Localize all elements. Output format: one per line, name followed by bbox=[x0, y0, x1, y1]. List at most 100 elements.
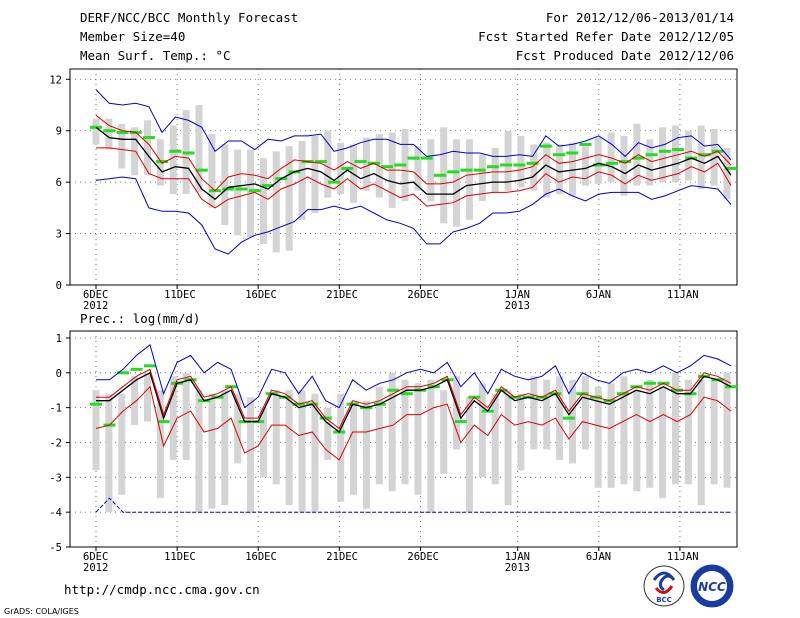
climate-mark bbox=[314, 160, 327, 164]
climate-mark bbox=[116, 130, 129, 134]
y-tick-label: -2 bbox=[49, 437, 62, 449]
climate-mark bbox=[156, 160, 169, 164]
ensemble-box bbox=[414, 146, 422, 191]
y-tick-label: 0 bbox=[56, 280, 62, 292]
ensemble-box bbox=[517, 393, 525, 471]
bcc-logo-text: BCC bbox=[656, 596, 672, 604]
series-min bbox=[95, 497, 731, 513]
ensemble-box bbox=[337, 142, 345, 195]
climate-mark bbox=[592, 163, 605, 167]
source-url[interactable]: http://cmdp.ncc.cma.gov.cn bbox=[64, 582, 260, 597]
x-tick-label: 26DEC bbox=[407, 289, 439, 301]
ensemble-box bbox=[465, 397, 473, 513]
x-tick-label: 11DEC bbox=[164, 289, 196, 301]
ensemble-box bbox=[453, 376, 461, 450]
x-tick-sublabel: 2013 bbox=[505, 300, 530, 312]
ncc-logo-text: NCC bbox=[698, 580, 726, 594]
series-ensemble-mean bbox=[96, 371, 732, 434]
ensemble-box bbox=[375, 386, 383, 485]
ensemble-box bbox=[710, 129, 718, 186]
climate-mark bbox=[248, 189, 261, 193]
x-tick-label: 11DEC bbox=[164, 551, 196, 563]
climate-mark bbox=[328, 180, 341, 184]
bcc-logo: BCC bbox=[643, 565, 685, 607]
climate-mark bbox=[400, 392, 413, 396]
climate-mark bbox=[90, 125, 102, 129]
x-tick-label: 21DEC bbox=[326, 551, 358, 563]
ensemble-box bbox=[195, 105, 203, 193]
ensemble-box bbox=[633, 390, 641, 492]
climate-mark bbox=[354, 160, 367, 164]
ensemble-box bbox=[144, 372, 152, 422]
climate-mark bbox=[539, 144, 552, 148]
x-tick-label: 11JAN bbox=[667, 289, 699, 301]
climate-mark bbox=[130, 367, 143, 371]
ensemble-box bbox=[491, 147, 499, 193]
ensemble-box bbox=[568, 142, 576, 196]
climate-mark bbox=[725, 166, 737, 170]
x-tick-label: 11JAN bbox=[667, 551, 699, 563]
climate-mark bbox=[117, 371, 130, 375]
series-mean-spread bbox=[96, 368, 732, 430]
forecast-range: For 2012/12/06-2013/01/14 bbox=[546, 10, 734, 25]
ensemble-box bbox=[298, 390, 306, 513]
x-tick-sublabel: 2012 bbox=[83, 300, 108, 312]
ensemble-box bbox=[697, 379, 705, 506]
climate-mark bbox=[460, 168, 473, 172]
x-tick-label: 1JAN bbox=[505, 551, 530, 563]
climate-mark bbox=[605, 161, 618, 165]
climate-mark bbox=[182, 151, 195, 155]
ensemble-box bbox=[684, 379, 692, 485]
ensemble-box bbox=[659, 127, 667, 183]
climate-mark bbox=[387, 388, 400, 392]
climate-mark bbox=[698, 153, 711, 157]
ensemble-box bbox=[504, 390, 512, 506]
ensemble-box bbox=[427, 139, 435, 201]
climate-mark bbox=[394, 163, 407, 167]
climate-mark bbox=[157, 420, 170, 424]
ensemble-box bbox=[723, 147, 731, 200]
ensemble-box bbox=[478, 154, 486, 201]
ensemble-box bbox=[234, 149, 242, 236]
ensemble-box bbox=[414, 383, 422, 495]
series-mean-spread bbox=[95, 385, 732, 461]
ensemble-box bbox=[362, 400, 370, 509]
ensemble-box bbox=[556, 376, 564, 460]
ensemble-box bbox=[543, 379, 551, 450]
ensemble-box bbox=[530, 144, 538, 191]
ensemble-box bbox=[671, 372, 679, 485]
y-tick-label: 6 bbox=[56, 177, 62, 189]
climate-mark bbox=[222, 187, 235, 191]
ensemble-box bbox=[710, 379, 718, 485]
ensemble-box bbox=[144, 120, 152, 176]
ensemble-box bbox=[221, 144, 229, 225]
ensemble-box bbox=[337, 393, 345, 502]
ensemble-box bbox=[671, 125, 679, 183]
ensemble-box bbox=[195, 390, 203, 513]
climate-mark bbox=[579, 142, 592, 146]
climate-mark bbox=[513, 163, 526, 167]
ensemble-box bbox=[568, 379, 576, 464]
ensemble-box bbox=[659, 386, 667, 499]
climate-mark bbox=[261, 184, 274, 188]
ensemble-box bbox=[169, 376, 177, 460]
ensemble-box bbox=[453, 139, 461, 227]
ensemble-box bbox=[388, 372, 396, 492]
x-tick-label: 6JAN bbox=[586, 551, 611, 563]
ensemble-box bbox=[259, 158, 267, 244]
climate-mark bbox=[672, 148, 685, 152]
climate-mark bbox=[103, 129, 116, 133]
ensemble-box bbox=[491, 393, 499, 485]
ensemble-box bbox=[259, 407, 267, 478]
y-tick-label: 12 bbox=[49, 74, 62, 86]
ensemble-box bbox=[517, 135, 525, 188]
ensemble-box bbox=[646, 139, 654, 186]
ensemble-box bbox=[324, 130, 332, 198]
climate-mark bbox=[195, 168, 208, 172]
started-refer-date: Fcst Started Refer Date 2012/12/05 bbox=[478, 29, 734, 44]
climate-mark bbox=[645, 153, 658, 157]
ensemble-box bbox=[92, 118, 100, 145]
ensemble-box bbox=[247, 397, 255, 513]
ensemble-box bbox=[234, 393, 242, 464]
